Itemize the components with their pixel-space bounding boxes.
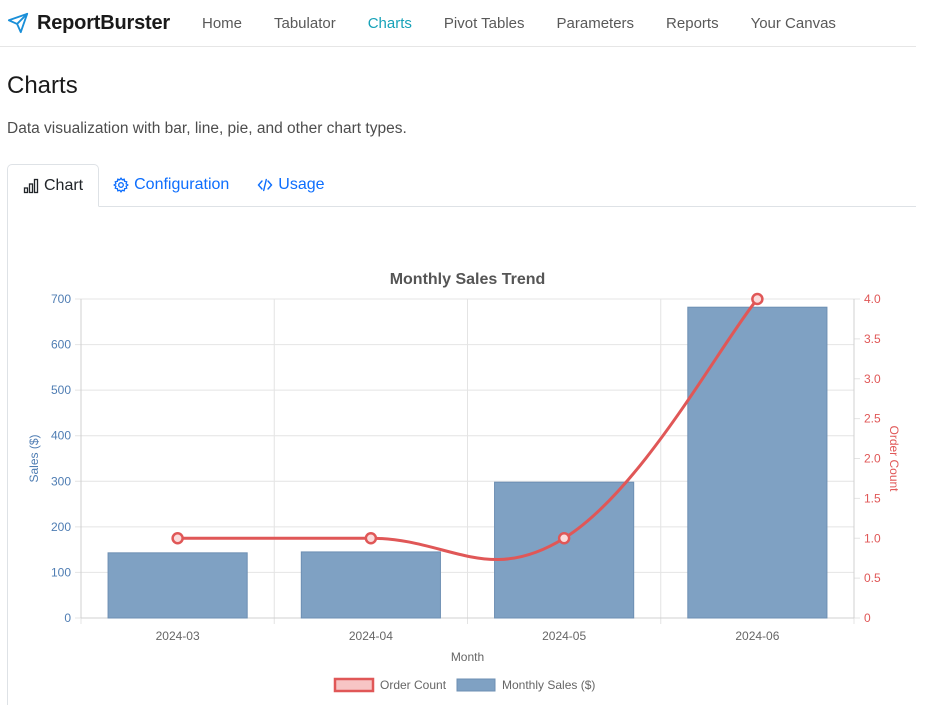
order-count-point bbox=[751, 292, 764, 306]
chart-panel: 0 100 200 300 400 500 600 700 0 0.5 1.0 1.5 2.0 2.5 3.… bbox=[7, 206, 917, 705]
legend-swatch-monthly-sales bbox=[456, 678, 496, 692]
y-left-tick-label: 700 bbox=[51, 292, 71, 306]
y-right-axis-title: Order Count bbox=[887, 425, 901, 492]
chart-title: Monthly Sales Trend bbox=[390, 271, 546, 288]
nav-item-charts[interactable]: Charts bbox=[367, 14, 412, 32]
legend-label-order-count: Order Count bbox=[380, 678, 447, 692]
nav-item-pivot-tables[interactable]: Pivot Tables bbox=[443, 14, 525, 32]
page-title: Charts bbox=[7, 72, 78, 99]
y-left-tick-label: 0 bbox=[64, 611, 71, 625]
y-left-tick-label: 300 bbox=[51, 474, 71, 488]
top-navbar: ReportBurster Home Tabulator Charts Pivo… bbox=[0, 0, 916, 47]
bar-chart-icon bbox=[23, 178, 39, 193]
gear-icon bbox=[113, 177, 130, 193]
tab-chart-label: Chart bbox=[44, 176, 84, 194]
y-left-axis-title: Sales ($) bbox=[27, 434, 41, 482]
y-right-tick-label: 0 bbox=[864, 611, 871, 625]
nav-item-home[interactable]: Home bbox=[201, 14, 242, 32]
bar bbox=[300, 551, 441, 619]
order-count-point bbox=[364, 532, 378, 545]
brand-name: ReportBurster bbox=[37, 11, 170, 34]
legend-swatch-order-count bbox=[333, 677, 375, 693]
monthly-sales-chart: 0 100 200 300 400 500 600 700 0 0.5 1.0 1.5 2.0 2.5 3.… bbox=[27, 271, 901, 693]
brand[interactable]: ReportBurster bbox=[7, 12, 170, 35]
order-count-point bbox=[171, 532, 184, 545]
y-left-tick-label: 400 bbox=[51, 429, 71, 443]
y-left-tick-label: 600 bbox=[51, 338, 71, 352]
y-right-tick-label: 3.0 bbox=[864, 372, 881, 386]
order-count-line bbox=[177, 298, 759, 561]
y-right-tick-label: 0.5 bbox=[864, 571, 881, 585]
tab-configuration-label: Configuration bbox=[134, 176, 230, 193]
bar bbox=[107, 552, 248, 619]
x-tick-label: 2024-03 bbox=[156, 629, 200, 643]
y-left-tick-label: 100 bbox=[51, 565, 71, 579]
paper-plane-icon bbox=[7, 12, 29, 34]
y-right-tick-label: 4.0 bbox=[864, 292, 881, 306]
tab-usage-label: Usage bbox=[278, 176, 325, 193]
y-right-tick-label: 3.5 bbox=[864, 332, 881, 346]
y-right-tick-label: 2.0 bbox=[864, 452, 881, 466]
bar bbox=[687, 306, 828, 619]
tab-chart[interactable]: Chart bbox=[7, 164, 100, 207]
y-left-tick-label: 200 bbox=[51, 520, 71, 534]
order-count-point bbox=[557, 532, 571, 545]
nav-item-your-canvas[interactable]: Your Canvas bbox=[750, 14, 836, 32]
x-tick-label: 2024-04 bbox=[349, 629, 393, 643]
y-right-tick-label: 2.5 bbox=[864, 412, 881, 426]
nav-item-reports[interactable]: Reports bbox=[666, 14, 719, 32]
nav-item-parameters[interactable]: Parameters bbox=[556, 14, 635, 32]
x-tick-label: 2024-05 bbox=[542, 629, 586, 643]
x-axis-title: Month bbox=[451, 650, 484, 664]
y-right-tick-label: 1.5 bbox=[864, 491, 881, 505]
legend-label-monthly-sales: Monthly Sales ($) bbox=[502, 678, 595, 692]
x-tick-label: 2024-06 bbox=[735, 629, 779, 643]
nav-item-tabulator[interactable]: Tabulator bbox=[274, 14, 336, 32]
tab-bar: Chart Configuration Usage bbox=[7, 164, 916, 207]
page-subtitle: Data visualization with bar, line, pie, … bbox=[7, 120, 407, 137]
tab-usage[interactable]: Usage bbox=[243, 164, 338, 206]
bar bbox=[494, 481, 635, 619]
y-left-tick-label: 500 bbox=[51, 383, 71, 397]
nav-menu: Home Tabulator Charts Pivot Tables Param… bbox=[186, 15, 852, 32]
y-right-tick-label: 1.0 bbox=[864, 531, 881, 545]
code-icon bbox=[257, 178, 273, 192]
tab-configuration[interactable]: Configuration bbox=[99, 164, 243, 206]
